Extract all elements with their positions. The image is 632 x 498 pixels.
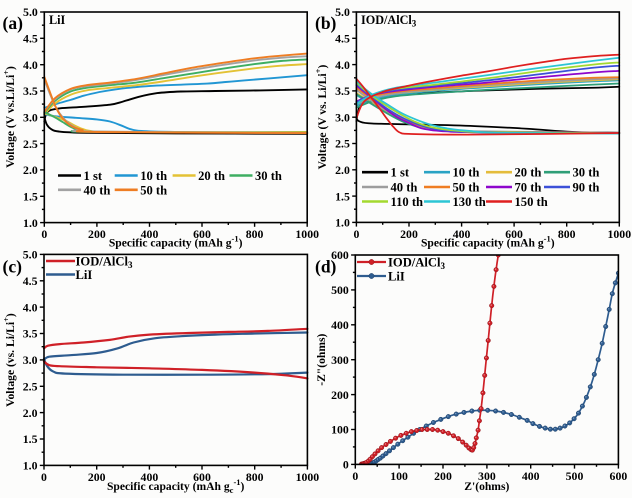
svg-text:2.0: 2.0 xyxy=(335,163,350,177)
svg-text:(b): (b) xyxy=(315,13,337,33)
svg-text:1000: 1000 xyxy=(296,470,320,484)
svg-text:90 th: 90 th xyxy=(573,181,600,195)
svg-text:3.5: 3.5 xyxy=(335,84,350,98)
svg-text:0: 0 xyxy=(352,469,358,483)
svg-text:400: 400 xyxy=(331,318,349,332)
svg-text:20 th: 20 th xyxy=(198,169,225,183)
svg-text:3.0: 3.0 xyxy=(23,111,38,125)
svg-text:500: 500 xyxy=(331,283,349,297)
svg-text:30 th: 30 th xyxy=(255,169,282,183)
svg-text:4.0: 4.0 xyxy=(335,58,350,72)
svg-text:1 st: 1 st xyxy=(84,169,103,183)
svg-text:70 th: 70 th xyxy=(515,181,542,195)
svg-text:1.0: 1.0 xyxy=(23,216,38,230)
svg-text:LiI: LiI xyxy=(49,13,66,27)
svg-text:200: 200 xyxy=(331,388,349,402)
svg-text:1.5: 1.5 xyxy=(335,189,350,203)
svg-text:IOD/AlCl3: IOD/AlCl3 xyxy=(76,255,133,271)
svg-text:5.0: 5.0 xyxy=(23,248,38,262)
svg-text:Voltage (V vs. Li/Li+): Voltage (V vs. Li/Li+) xyxy=(313,65,329,170)
svg-text:2.5: 2.5 xyxy=(23,137,38,151)
svg-text:100: 100 xyxy=(331,423,349,437)
svg-text:2.5: 2.5 xyxy=(23,380,38,394)
svg-text:Voltage (V vs.Li/Li+): Voltage (V vs.Li/Li+) xyxy=(1,66,17,168)
svg-text:1.5: 1.5 xyxy=(23,190,38,204)
svg-text:Specific capacity (mAh gc-1): Specific capacity (mAh gc-1) xyxy=(107,477,245,495)
svg-text:400: 400 xyxy=(141,470,159,484)
svg-text:130 th: 130 th xyxy=(453,195,486,209)
svg-text:0: 0 xyxy=(41,227,47,241)
svg-text:4.5: 4.5 xyxy=(23,32,38,46)
svg-text:4.5: 4.5 xyxy=(23,274,38,288)
svg-text:5.0: 5.0 xyxy=(23,5,38,19)
svg-text:100: 100 xyxy=(390,469,408,483)
svg-text:2.5: 2.5 xyxy=(335,137,350,151)
svg-text:400: 400 xyxy=(453,227,471,241)
svg-text:300: 300 xyxy=(478,469,496,483)
svg-text:800: 800 xyxy=(558,227,576,241)
svg-text:20 th: 20 th xyxy=(515,166,542,180)
svg-text:500: 500 xyxy=(566,469,584,483)
svg-text:3.0: 3.0 xyxy=(335,110,350,124)
svg-text:4.0: 4.0 xyxy=(23,58,38,72)
svg-text:(d): (d) xyxy=(315,257,337,277)
svg-text:IOD/AlCl3: IOD/AlCl3 xyxy=(361,13,417,29)
svg-text:400: 400 xyxy=(522,469,540,483)
svg-text:110 th: 110 th xyxy=(391,195,424,209)
svg-text:400: 400 xyxy=(141,227,159,241)
svg-text:(a): (a) xyxy=(3,13,24,33)
svg-text:600: 600 xyxy=(610,469,628,483)
svg-text:10 th: 10 th xyxy=(140,169,167,183)
svg-text:-Z"(ohms): -Z"(ohms) xyxy=(315,333,328,385)
svg-text:2.0: 2.0 xyxy=(23,406,38,420)
svg-text:5.0: 5.0 xyxy=(335,5,350,19)
svg-text:2.0: 2.0 xyxy=(23,163,38,177)
svg-text:800: 800 xyxy=(246,470,264,484)
svg-text:800: 800 xyxy=(246,227,264,241)
svg-text:200: 200 xyxy=(88,227,106,241)
svg-text:0: 0 xyxy=(41,470,47,484)
svg-text:50 th: 50 th xyxy=(453,181,480,195)
svg-text:4.0: 4.0 xyxy=(23,300,38,314)
svg-text:LiI: LiI xyxy=(76,268,93,282)
svg-text:1.5: 1.5 xyxy=(23,432,38,446)
svg-text:150 th: 150 th xyxy=(515,195,548,209)
svg-text:1000: 1000 xyxy=(608,227,632,241)
svg-text:50 th: 50 th xyxy=(140,183,167,197)
svg-text:0: 0 xyxy=(353,227,359,241)
svg-text:1000: 1000 xyxy=(295,227,319,241)
svg-text:LiI: LiI xyxy=(388,270,405,284)
svg-text:Specific capacity (mAh g-1): Specific capacity (mAh g-1) xyxy=(421,234,555,250)
svg-text:600: 600 xyxy=(505,227,523,241)
svg-text:1.0: 1.0 xyxy=(335,216,350,230)
svg-text:0: 0 xyxy=(343,458,349,472)
svg-text:4.5: 4.5 xyxy=(335,32,350,46)
svg-text:40 th: 40 th xyxy=(391,181,418,195)
svg-text:Voltage (vs. Li/Li+): Voltage (vs. Li/Li+) xyxy=(1,313,17,407)
svg-text:30 th: 30 th xyxy=(573,166,600,180)
svg-text:3.0: 3.0 xyxy=(23,353,38,367)
svg-text:200: 200 xyxy=(434,469,452,483)
svg-text:300: 300 xyxy=(331,353,349,367)
svg-text:Specific capacity (mAh g-1): Specific capacity (mAh g-1) xyxy=(109,234,243,250)
svg-text:40 th: 40 th xyxy=(84,183,111,197)
svg-text:IOD/AlCl3: IOD/AlCl3 xyxy=(388,256,445,272)
svg-text:3.5: 3.5 xyxy=(23,84,38,98)
svg-text:3.5: 3.5 xyxy=(23,327,38,341)
svg-text:Z'(ohms): Z'(ohms) xyxy=(464,480,509,493)
svg-text:600: 600 xyxy=(331,248,349,262)
svg-text:(c): (c) xyxy=(3,257,23,277)
svg-text:200: 200 xyxy=(400,227,418,241)
svg-text:600: 600 xyxy=(193,470,211,484)
svg-text:10 th: 10 th xyxy=(453,166,480,180)
svg-text:1.0: 1.0 xyxy=(23,459,38,473)
svg-text:200: 200 xyxy=(88,470,106,484)
svg-text:600: 600 xyxy=(193,227,211,241)
svg-text:1 st: 1 st xyxy=(391,166,410,180)
